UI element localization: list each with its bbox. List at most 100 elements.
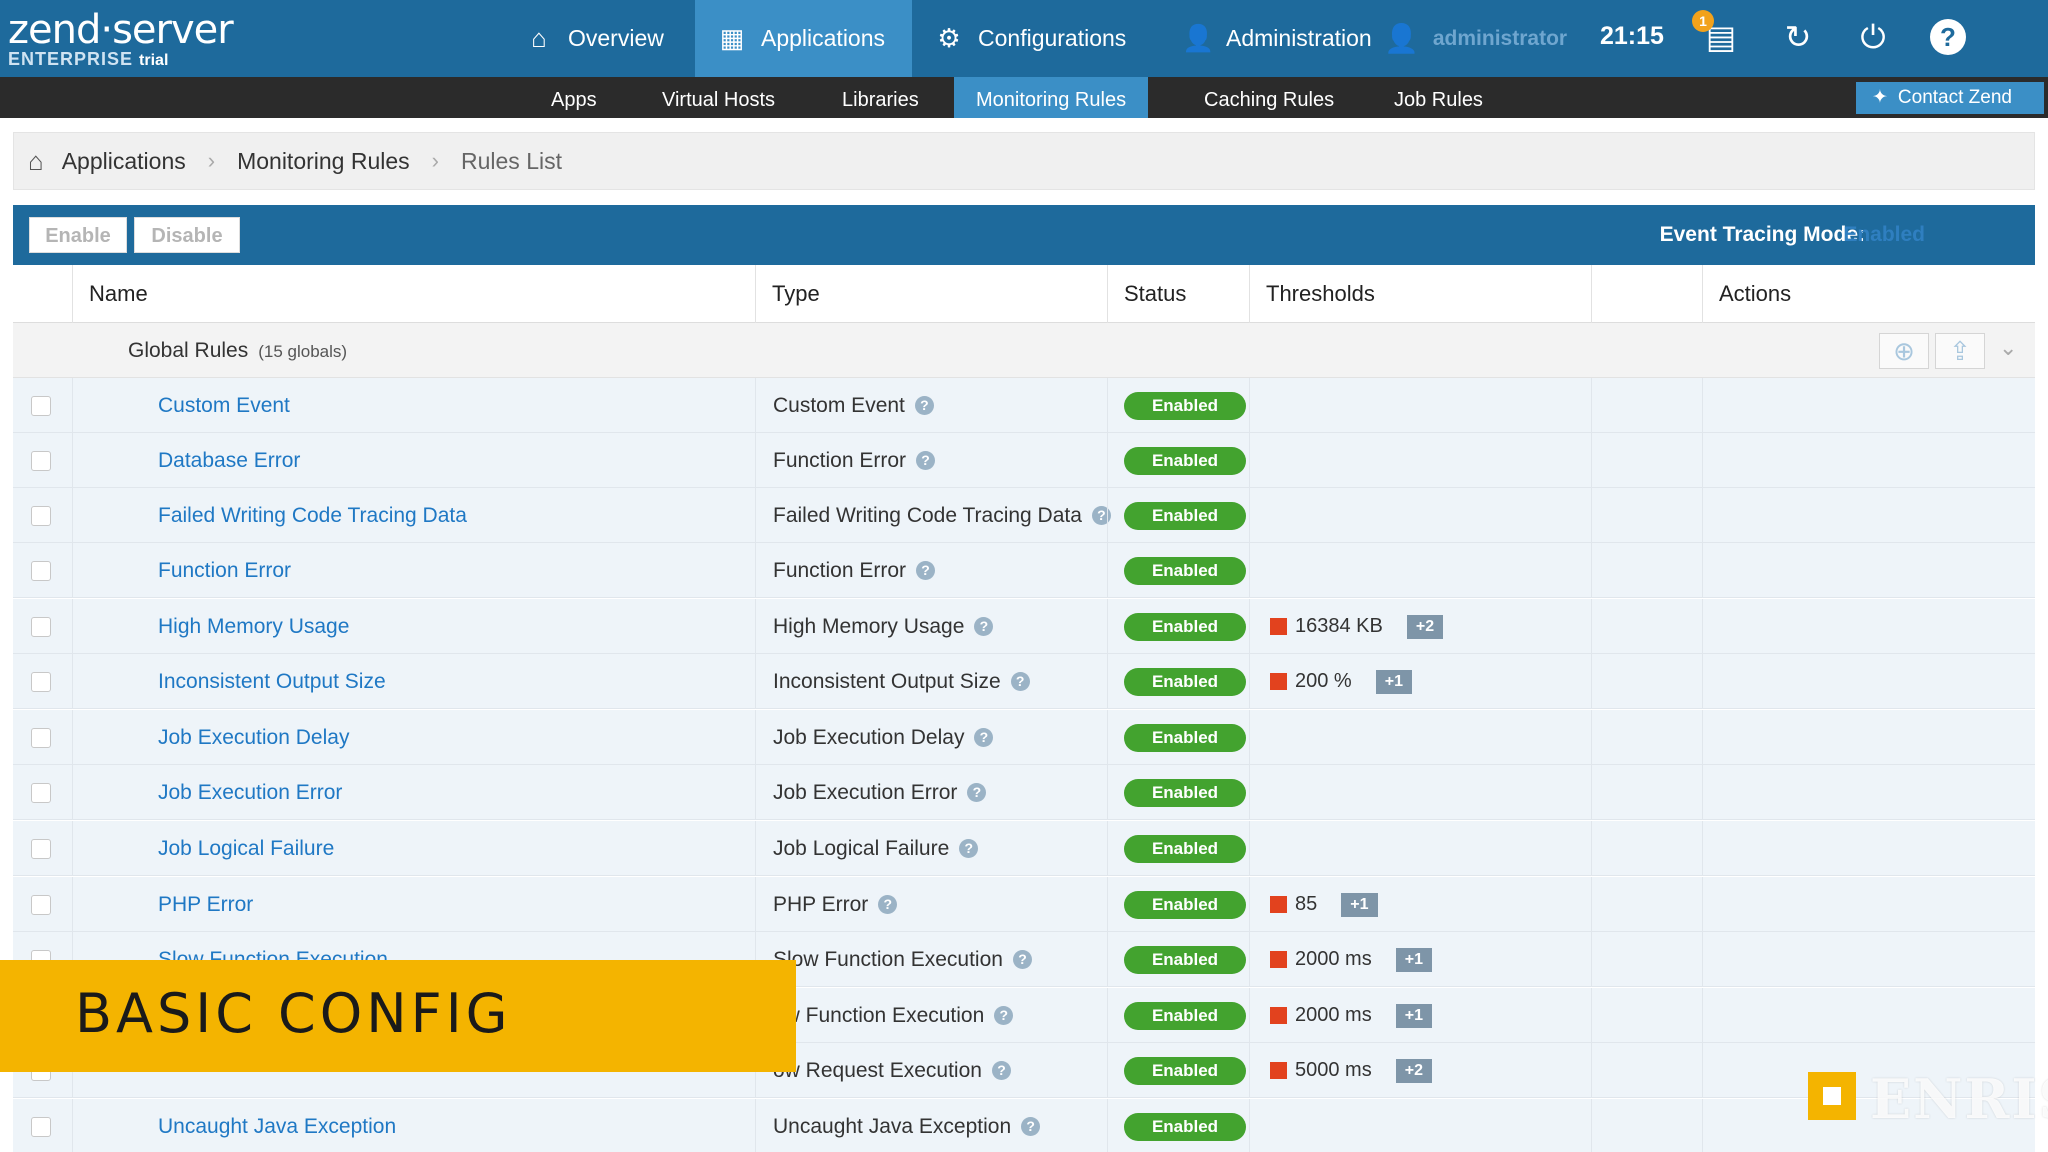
rule-name-link[interactable]: Job Execution Error — [158, 781, 343, 804]
rule-name-link[interactable]: PHP Error — [158, 893, 254, 916]
nav-configurations[interactable]: ⚙ Configurations — [912, 0, 1148, 77]
more-thresholds-badge[interactable]: +1 — [1395, 947, 1432, 972]
export-icon[interactable]: ⇪ — [1935, 333, 1985, 369]
event-tracing-value[interactable]: Enabled — [1843, 223, 1925, 246]
rule-name-link[interactable]: High Memory Usage — [158, 615, 350, 638]
home-icon[interactable]: ⌂ — [28, 145, 44, 176]
help-icon[interactable]: ? — [1010, 672, 1030, 691]
status-badge[interactable]: Enabled — [1124, 668, 1246, 696]
help-icon[interactable]: ? — [878, 895, 898, 914]
subnav-job-rules[interactable]: Job Rules — [1394, 89, 1483, 111]
table-row[interactable]: Database Error Function Error? Enabled — [13, 433, 2035, 488]
status-badge[interactable]: Enabled — [1124, 447, 1246, 475]
column-divider — [1107, 543, 1108, 598]
table-row[interactable]: Job Execution Error Job Execution Error? E… — [13, 765, 2035, 820]
table-row[interactable]: Uncaught Java Exception Uncaught Java Exc… — [13, 1099, 2035, 1152]
group-row-global-rules[interactable]: Global Rules (15 globals) ⊕ ⇪ ⌄ — [13, 323, 2035, 378]
status-badge[interactable]: Enabled — [1124, 779, 1246, 807]
row-checkbox[interactable] — [31, 1117, 51, 1137]
row-checkbox[interactable] — [31, 506, 51, 526]
column-divider — [72, 378, 73, 433]
status-badge[interactable]: Enabled — [1124, 946, 1246, 974]
status-badge[interactable]: Enabled — [1124, 724, 1246, 752]
column-type[interactable]: Type — [755, 265, 1094, 323]
row-checkbox[interactable] — [31, 396, 51, 416]
help-icon[interactable]: ? — [1012, 950, 1032, 969]
rule-name-link[interactable]: Function Error — [158, 559, 292, 582]
table-row[interactable]: Function Error Function Error? Enabled — [13, 543, 2035, 598]
row-checkbox[interactable] — [31, 728, 51, 748]
nav-overview[interactable]: ⌂ Overview — [502, 0, 686, 77]
table-row[interactable]: Job Execution Delay Job Execution Delay? E… — [13, 710, 2035, 765]
column-name[interactable]: Name — [72, 265, 769, 323]
help-icon[interactable]: ? — [1091, 506, 1111, 525]
nav-applications[interactable]: ▦ Applications — [695, 0, 912, 87]
help-icon[interactable]: ? — [1930, 19, 1966, 55]
help-icon[interactable]: ? — [991, 1061, 1011, 1080]
table-row[interactable]: Custom Event Custom Event? Enabled — [13, 378, 2035, 433]
rule-name-link[interactable]: Failed Writing Code Tracing Data — [158, 504, 467, 527]
table-row[interactable]: PHP Error PHP Error? Enabled 85 +1 — [13, 877, 2035, 932]
status-badge[interactable]: Enabled — [1124, 1113, 1246, 1141]
table-row[interactable]: Job Logical Failure Job Logical Failure? E… — [13, 821, 2035, 876]
rule-name-link[interactable]: Job Execution Delay — [158, 726, 350, 749]
status-badge[interactable]: Enabled — [1124, 613, 1246, 641]
help-icon[interactable]: ? — [1021, 1117, 1041, 1136]
breadcrumb-applications[interactable]: Applications — [61, 147, 186, 174]
status-badge[interactable]: Enabled — [1124, 502, 1246, 530]
more-thresholds-badge[interactable]: +1 — [1375, 669, 1412, 694]
severity-critical-icon — [1270, 618, 1287, 635]
subnav-apps[interactable]: Apps — [551, 89, 597, 111]
table-row[interactable]: Failed Writing Code Tracing Data Failed W… — [13, 488, 2035, 543]
help-icon[interactable]: ? — [974, 617, 994, 636]
more-thresholds-badge[interactable]: +2 — [1406, 614, 1444, 639]
help-icon[interactable]: ? — [959, 839, 979, 858]
subnav-caching-rules[interactable]: Caching Rules — [1204, 89, 1335, 111]
subnav-virtual-hosts[interactable]: Virtual Hosts — [662, 89, 776, 111]
disable-button[interactable]: Disable — [134, 217, 240, 253]
status-badge[interactable]: Enabled — [1124, 1002, 1246, 1030]
chevron-down-icon[interactable]: ⌄ — [1999, 335, 2018, 360]
enable-button[interactable]: Enable — [29, 217, 127, 253]
rule-name-link[interactable]: Job Logical Failure — [158, 837, 335, 860]
table-row[interactable]: Inconsistent Output Size Inconsistent Out… — [13, 654, 2035, 709]
row-checkbox[interactable] — [31, 783, 51, 803]
help-icon[interactable]: ? — [916, 561, 936, 580]
more-thresholds-badge[interactable]: +1 — [1395, 1003, 1432, 1028]
add-rule-icon[interactable]: ⊕ — [1879, 333, 1929, 369]
row-checkbox[interactable] — [31, 839, 51, 859]
table-row[interactable]: High Memory Usage High Memory Usage? Enabl… — [13, 599, 2035, 654]
rule-name-link[interactable]: Custom Event — [158, 394, 290, 417]
row-checkbox[interactable] — [31, 451, 51, 471]
column-status[interactable]: Status — [1107, 265, 1247, 323]
breadcrumb-monitoring-rules[interactable]: Monitoring Rules — [237, 147, 410, 174]
restart-icon[interactable]: ↻ — [1784, 19, 1812, 55]
help-icon[interactable]: ? — [916, 451, 936, 470]
power-icon[interactable]: ⏻ — [1860, 19, 1886, 55]
row-checkbox[interactable] — [31, 561, 51, 581]
status-badge[interactable]: Enabled — [1124, 392, 1246, 420]
more-thresholds-badge[interactable]: +1 — [1341, 892, 1378, 917]
more-thresholds-badge[interactable]: +2 — [1395, 1058, 1432, 1083]
rule-name-link[interactable]: Uncaught Java Exception — [158, 1115, 397, 1138]
help-icon[interactable]: ? — [967, 783, 987, 802]
user-menu[interactable]: 👤 administrator — [1384, 0, 1567, 77]
status-badge[interactable]: Enabled — [1124, 835, 1246, 863]
status-badge[interactable]: Enabled — [1124, 1057, 1246, 1085]
rule-name-link[interactable]: Database Error — [158, 449, 301, 472]
nav-administration[interactable]: 👤 Administration — [1160, 0, 1394, 77]
contact-zend-button[interactable]: ✦ Contact Zend — [1856, 82, 2044, 114]
subnav-libraries[interactable]: Libraries — [842, 89, 919, 111]
status-badge[interactable]: Enabled — [1124, 891, 1246, 919]
help-icon[interactable]: ? — [974, 728, 994, 747]
help-icon[interactable]: ? — [914, 396, 934, 415]
row-checkbox[interactable] — [31, 895, 51, 915]
status-badge[interactable]: Enabled — [1124, 557, 1246, 585]
rule-name-link[interactable]: Inconsistent Output Size — [158, 670, 386, 693]
help-icon[interactable]: ? — [994, 1006, 1014, 1025]
logo-trial: trial — [139, 52, 169, 69]
row-checkbox[interactable] — [31, 617, 51, 637]
subnav-monitoring-rules[interactable]: Monitoring Rules — [954, 77, 1149, 118]
zend-server-logo[interactable]: zend·server ENTERPRISE trial — [8, 10, 234, 70]
row-checkbox[interactable] — [31, 672, 51, 692]
